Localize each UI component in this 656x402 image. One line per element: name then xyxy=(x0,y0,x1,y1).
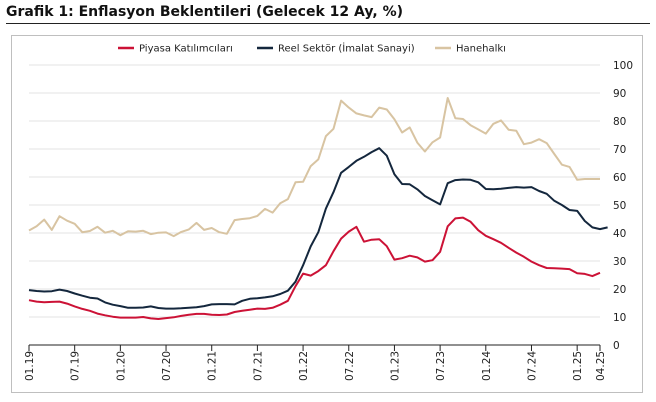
x-tick-label: 07.22 xyxy=(344,351,356,381)
series-line xyxy=(28,97,600,238)
x-tick-label: 01.19 xyxy=(24,351,36,381)
x-tick-label: 01.25 xyxy=(572,351,584,381)
y-tick-label: 40 xyxy=(613,228,626,240)
x-tick-label: 07.23 xyxy=(435,351,447,381)
y-tick-label: 10 xyxy=(613,312,626,324)
x-tick-label: 01.23 xyxy=(389,351,401,381)
chart-frame: 0 10 20 30 40 50 60 70 80 90 100 01.19 07.19 01.20 07.… xyxy=(11,35,643,393)
y-tick-label: 80 xyxy=(613,116,626,128)
line-chart: 0 10 20 30 40 50 60 70 80 90 100 01.19 07.19 01.20 07.… xyxy=(24,42,633,382)
chart-title: Grafik 1: Enflasyon Beklentileri (Gelece… xyxy=(6,4,403,20)
title-rule xyxy=(6,23,650,24)
x-tick-label: 07.20 xyxy=(161,351,173,381)
y-tick-label: 100 xyxy=(613,60,633,72)
y-tick-label: 60 xyxy=(613,172,626,184)
legend-label: Reel Sektör (İmalat Sanayi) xyxy=(278,42,415,55)
x-tick-label: 07.21 xyxy=(252,351,264,381)
y-tick-label: 20 xyxy=(613,284,626,296)
y-tick-label: 90 xyxy=(613,88,626,100)
x-tick-label: 04.25 xyxy=(595,351,607,381)
x-tick-label: 01.20 xyxy=(115,351,127,381)
x-tick-label: 01.22 xyxy=(298,351,310,381)
x-tick-label: 07.24 xyxy=(526,351,538,381)
y-tick-label: 70 xyxy=(613,144,626,156)
y-tick-label: 50 xyxy=(613,200,626,212)
x-tick-label: 07.19 xyxy=(70,351,82,381)
y-tick-label: 0 xyxy=(613,340,620,352)
legend-label: Piyasa Katılımcıları xyxy=(139,44,233,55)
y-tick-label: 30 xyxy=(613,256,626,268)
series-line xyxy=(28,147,608,310)
x-tick-label: 01.24 xyxy=(481,351,493,381)
legend-label: Hanehalkı xyxy=(456,44,506,55)
x-tick-label: 01.21 xyxy=(207,351,219,381)
series-line xyxy=(28,216,601,320)
